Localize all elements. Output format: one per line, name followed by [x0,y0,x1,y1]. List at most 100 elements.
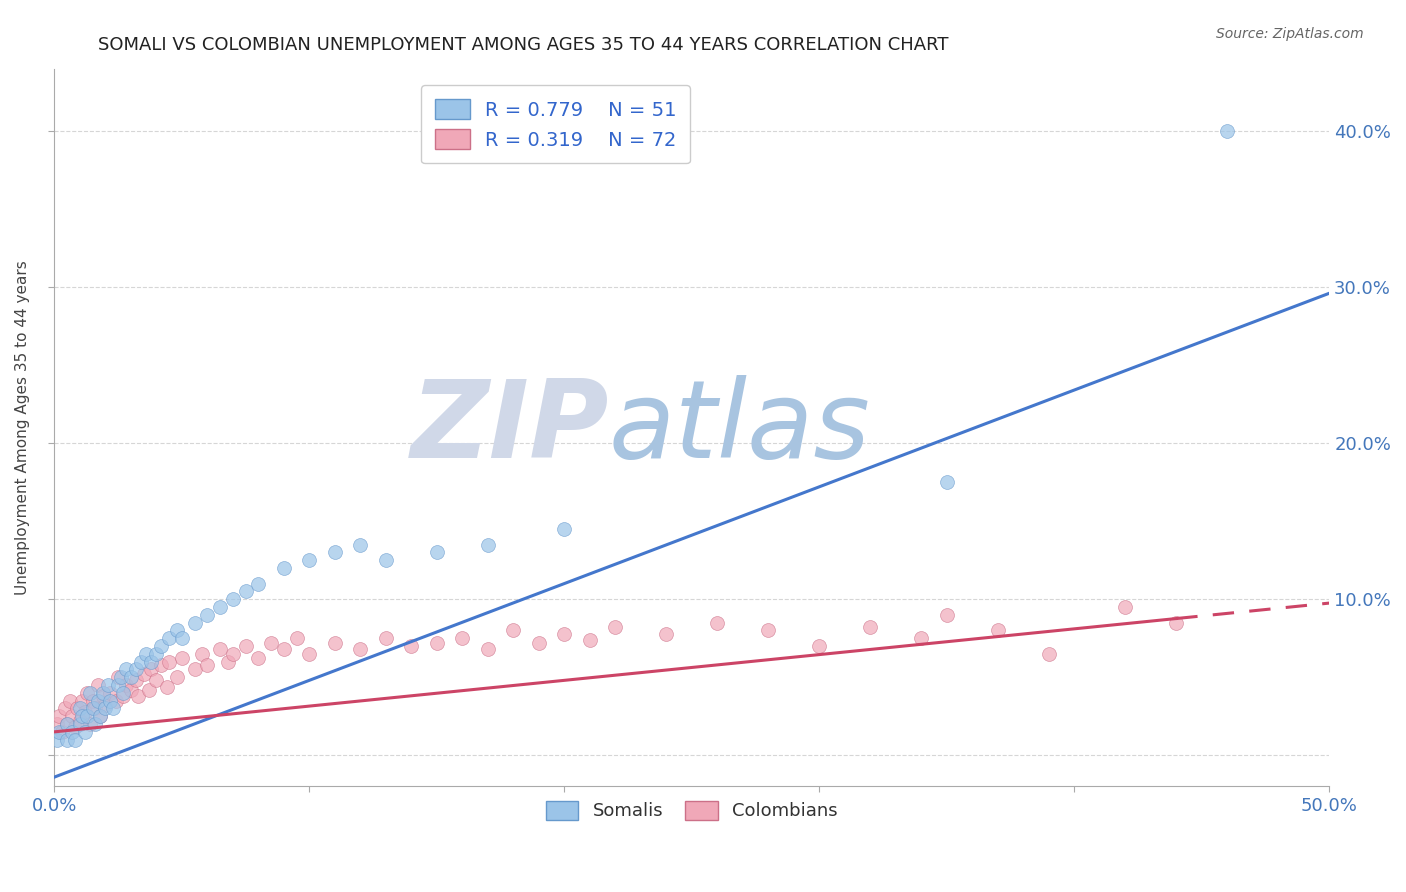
Point [323,636,346,650]
Point [51,724,73,739]
Point [127,689,149,703]
Point [72,709,94,723]
Point [145,647,167,661]
Point [183,615,205,630]
Point [157,631,180,645]
Point [285,631,308,645]
Point [101,701,124,715]
Point [157,655,180,669]
Point [91,689,114,703]
Point [553,522,575,536]
Point [553,626,575,640]
Text: atlas: atlas [609,375,870,480]
Point [79,717,101,731]
Point [84,701,107,715]
Point [120,670,142,684]
Point [69,714,91,728]
Point [477,642,499,657]
Point [273,561,295,575]
Point [170,651,193,665]
Point [97,678,120,692]
Point [110,670,132,684]
Point [86,693,108,707]
Point [125,662,148,676]
Point [72,693,94,707]
Point [94,701,117,715]
Point [451,631,474,645]
Point [217,655,239,669]
Point [48,724,70,739]
Point [150,657,173,672]
Point [69,717,91,731]
Point [129,655,152,669]
Point [76,686,98,700]
Point [195,607,218,622]
Point [374,553,396,567]
Point [150,639,173,653]
Point [191,647,214,661]
Point [1166,615,1188,630]
Point [45,717,67,731]
Point [112,689,135,703]
Point [502,624,524,638]
Point [86,678,108,692]
Point [655,626,678,640]
Point [76,709,98,723]
Point [426,636,449,650]
Point [260,636,283,650]
Point [578,632,600,647]
Point [426,545,449,559]
Point [298,647,321,661]
Point [349,642,371,657]
Text: SOMALI VS COLOMBIAN UNEMPLOYMENT AMONG AGES 35 TO 44 YEARS CORRELATION CHART: SOMALI VS COLOMBIAN UNEMPLOYMENT AMONG A… [98,36,949,54]
Point [79,686,101,700]
Point [48,709,70,723]
Point [63,720,86,734]
Point [235,639,257,653]
Point [222,647,245,661]
Point [91,686,114,700]
Point [145,673,167,688]
Point [273,642,295,657]
Point [183,662,205,676]
Point [69,701,91,715]
Point [935,607,957,622]
Point [60,709,83,723]
Point [935,475,957,490]
Point [349,537,371,551]
Point [1216,124,1239,138]
Point [56,732,79,747]
Point [82,701,104,715]
Text: ZIP: ZIP [411,375,609,481]
Point [107,678,129,692]
Point [209,599,232,614]
Y-axis label: Unemployment Among Ages 35 to 44 years: Unemployment Among Ages 35 to 44 years [15,260,30,595]
Point [247,576,270,591]
Text: Source: ZipAtlas.com: Source: ZipAtlas.com [1216,27,1364,41]
Point [1114,599,1136,614]
Point [63,732,86,747]
Point [209,642,232,657]
Point [141,655,163,669]
Point [166,670,188,684]
Point [56,717,79,731]
Point [89,709,111,723]
Point [114,662,136,676]
Point [94,698,117,713]
Point [756,624,779,638]
Point [166,624,188,638]
Point [100,686,122,700]
Point [477,537,499,551]
Point [222,592,245,607]
Point [82,693,104,707]
Point [45,732,67,747]
Point [170,631,193,645]
Point [808,639,831,653]
Point [401,639,423,653]
Point [114,678,136,692]
Point [706,615,728,630]
Point [859,620,882,634]
Point [135,647,157,661]
Point [323,545,346,559]
Point [56,717,79,731]
